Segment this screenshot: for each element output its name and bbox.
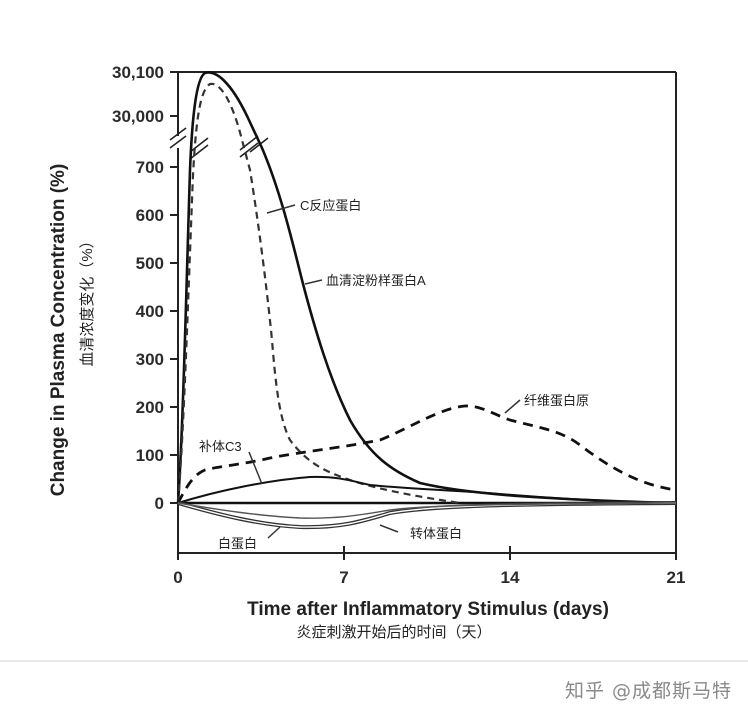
series-serum-amyloid-a: [176, 71, 677, 505]
label-c-reactive-protein: C反应蛋白: [300, 198, 361, 213]
y-tick-label: 30,000: [112, 107, 164, 126]
y-tick-label: 300: [136, 350, 164, 369]
label-serum-amyloid-a: 血清淀粉样蛋白A: [326, 273, 426, 288]
y-axis-title-cn: 血清浓度变化（%）: [79, 233, 96, 366]
y-axis-title: Change in Plasma Concentration (%): [48, 164, 69, 497]
plot-frame: [177, 71, 677, 554]
chart-container: 30,100 30,000 700 600 500 400 300 200 10…: [48, 63, 686, 641]
y-tick-label: 200: [136, 398, 164, 417]
y-ticks: [170, 71, 178, 504]
acute-phase-protein-chart: 30,100 30,000 700 600 500 400 300 200 10…: [48, 63, 686, 641]
watermark-text: 知乎 @成都斯马特: [564, 680, 732, 702]
y-tick-label: 100: [136, 446, 164, 465]
x-ticks: [177, 546, 677, 560]
y-tick-label: 700: [136, 158, 164, 177]
x-tick-label: 21: [667, 568, 686, 587]
footer-divider: [0, 660, 748, 662]
y-tick-label: 30,100: [112, 63, 164, 82]
series-complement-c3: [177, 475, 677, 504]
label-complement-c3: 补体C3: [199, 439, 242, 454]
x-axis-title: Time after Inflammatory Stimulus (days): [247, 599, 609, 620]
y-tick-label: 500: [136, 254, 164, 273]
y-tick-label: 600: [136, 206, 164, 225]
annotation-leaders: [248, 204, 521, 539]
x-axis-title-cn: 炎症刺激开始后的时间（天）: [296, 624, 491, 641]
series-fibrinogen: [176, 404, 677, 504]
x-tick-label: 7: [339, 568, 348, 587]
series-transferrin: [177, 502, 677, 519]
y-tick-label: 400: [136, 302, 164, 321]
label-transferrin: 转体蛋白: [410, 526, 462, 541]
y-tick-label: 0: [155, 494, 164, 513]
axis-break-marks: [169, 127, 269, 160]
x-tick-label: 0: [173, 568, 182, 587]
label-albumin: 白蛋白: [218, 536, 257, 551]
label-fibrinogen: 纤维蛋白原: [524, 393, 589, 408]
series-c-reactive-protein: [176, 82, 461, 505]
x-tick-label: 14: [501, 568, 520, 587]
